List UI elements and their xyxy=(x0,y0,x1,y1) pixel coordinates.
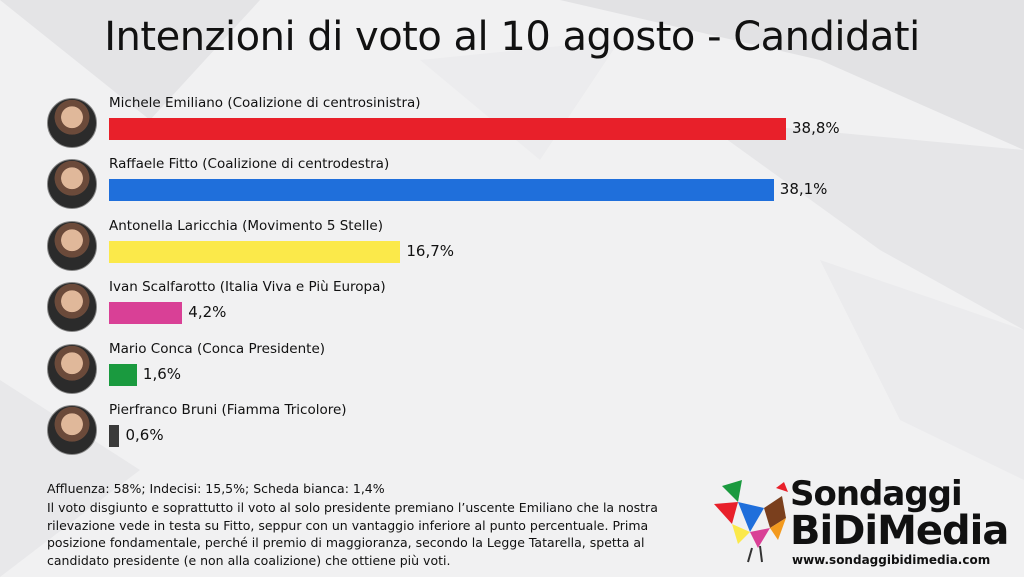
candidate-label: Ivan Scalfarotto (Italia Viva e Più Euro… xyxy=(109,279,386,296)
candidate-label: Raffaele Fitto (Coalizione di centrodest… xyxy=(109,156,390,173)
candidate-photo xyxy=(47,282,97,333)
candidate-photo xyxy=(47,98,97,148)
bar-value-label: 38,8% xyxy=(792,119,840,137)
bar-value-label: 38,1% xyxy=(779,180,828,199)
bar-value-label: 0,6% xyxy=(125,426,164,444)
candidate-label: Antonella Laricchia (Movimento 5 Stelle) xyxy=(109,217,383,234)
bar xyxy=(109,425,120,447)
candidate-label: Michele Emiliano (Coalizione di centrosi… xyxy=(109,95,421,111)
candidate-photo xyxy=(47,343,97,394)
bar xyxy=(109,302,183,325)
chart-row: Antonella Laricchia (Movimento 5 Stelle)… xyxy=(0,218,1024,278)
logo: Sondaggi BiDiMedia www.sondaggibidimedia… xyxy=(712,474,1012,570)
bar-value-label: 16,7% xyxy=(406,241,455,260)
chart-row: Ivan Scalfarotto (Italia Viva e Più Euro… xyxy=(0,279,1024,339)
bar xyxy=(109,118,786,140)
rooster-logo-icon xyxy=(714,480,788,563)
logo-line2: BiDiMedia xyxy=(790,508,1009,554)
bar-value-label: 1,6% xyxy=(142,364,182,383)
bar xyxy=(109,363,137,386)
bar xyxy=(109,179,774,202)
logo-url: www.sondaggibidimedia.com xyxy=(792,553,991,567)
chart-row: Michele Emiliano (Coalizione di centrosi… xyxy=(0,95,1024,155)
candidate-photo xyxy=(47,220,97,271)
candidate-label: Pierfranco Bruni (Fiamma Tricolore) xyxy=(109,402,347,418)
chart-row: Raffaele Fitto (Coalizione di centrodest… xyxy=(0,156,1024,216)
note-text: Il voto disgiunto e soprattutto il voto … xyxy=(47,500,658,568)
candidate-photo xyxy=(47,405,97,455)
chart-row: Mario Conca (Conca Presidente) 1,6% xyxy=(0,341,1024,401)
bar-value-label: 4,2% xyxy=(188,303,227,322)
turnout-text: Affluenza: 58%; Indecisi: 15,5%; Scheda … xyxy=(47,481,385,496)
logo-line1: Sondaggi xyxy=(790,474,963,514)
bar xyxy=(109,240,401,263)
candidate-label: Mario Conca (Conca Presidente) xyxy=(109,340,326,357)
candidate-photo xyxy=(47,159,97,210)
chart-row: Pierfranco Bruni (Fiamma Tricolore) 0,6% xyxy=(0,402,1024,462)
chart-title: Intenzioni di voto al 10 agosto - Candid… xyxy=(104,14,920,60)
